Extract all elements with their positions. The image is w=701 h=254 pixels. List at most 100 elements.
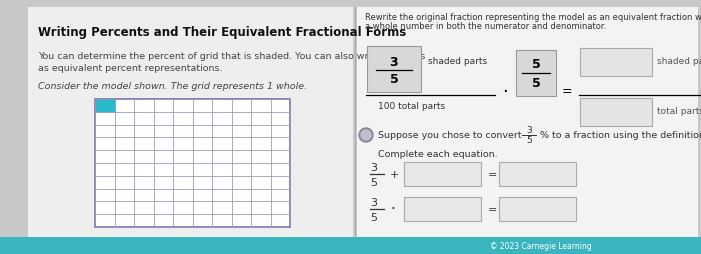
Bar — [271, 163, 290, 176]
Bar — [271, 125, 290, 138]
Bar — [251, 163, 271, 176]
Bar — [271, 112, 290, 125]
Text: ·: · — [502, 83, 508, 101]
Text: 100 total parts: 100 total parts — [378, 102, 445, 110]
Text: total parts: total parts — [657, 107, 701, 116]
Bar — [173, 125, 193, 138]
Bar — [114, 125, 134, 138]
Bar — [193, 189, 212, 202]
Bar — [0, 237, 701, 254]
Bar — [154, 176, 173, 189]
Bar — [251, 176, 271, 189]
Bar — [231, 138, 251, 151]
Text: 5: 5 — [370, 212, 377, 222]
Text: 3: 3 — [390, 55, 398, 68]
FancyBboxPatch shape — [499, 162, 576, 186]
Bar — [231, 176, 251, 189]
Bar — [271, 214, 290, 227]
Bar — [173, 112, 193, 125]
Bar — [173, 202, 193, 214]
Bar — [134, 189, 154, 202]
Bar — [212, 214, 231, 227]
Bar — [251, 112, 271, 125]
Bar — [173, 189, 193, 202]
Bar — [212, 163, 231, 176]
Circle shape — [359, 129, 373, 142]
Text: shaded parts: shaded parts — [657, 57, 701, 66]
Bar — [114, 151, 134, 163]
Bar — [173, 138, 193, 151]
FancyBboxPatch shape — [404, 162, 481, 186]
Bar — [114, 202, 134, 214]
Bar — [95, 138, 114, 151]
Text: =: = — [562, 85, 572, 98]
Text: Complete each equation.: Complete each equation. — [378, 149, 498, 158]
Bar — [95, 100, 114, 112]
Bar — [95, 176, 114, 189]
Bar — [231, 151, 251, 163]
Bar — [95, 163, 114, 176]
Bar — [134, 151, 154, 163]
FancyBboxPatch shape — [516, 51, 556, 97]
Bar — [193, 176, 212, 189]
FancyBboxPatch shape — [580, 49, 652, 77]
Bar — [193, 100, 212, 112]
Text: Suppose you chose to convert: Suppose you chose to convert — [378, 131, 524, 140]
Bar — [271, 176, 290, 189]
Bar — [114, 100, 134, 112]
Bar — [271, 151, 290, 163]
Bar — [173, 100, 193, 112]
Text: © 2023 Carnegie Learning: © 2023 Carnegie Learning — [490, 242, 592, 250]
Text: 5: 5 — [526, 136, 532, 145]
Bar — [95, 112, 114, 125]
Text: 3: 3 — [370, 162, 377, 172]
Bar — [95, 202, 114, 214]
Bar — [134, 112, 154, 125]
Bar — [154, 125, 173, 138]
FancyBboxPatch shape — [404, 197, 481, 221]
Text: 5: 5 — [370, 177, 377, 187]
Text: Rewrite the original fraction representing the model as an equivalent fraction w: Rewrite the original fraction representi… — [365, 13, 701, 22]
Text: 5: 5 — [390, 73, 398, 86]
Bar — [114, 112, 134, 125]
Circle shape — [361, 131, 371, 140]
Bar — [251, 151, 271, 163]
Bar — [251, 202, 271, 214]
Text: Consider the model shown. The grid represents 1 whole.: Consider the model shown. The grid repre… — [38, 82, 307, 91]
FancyBboxPatch shape — [580, 99, 652, 126]
Bar — [231, 125, 251, 138]
Bar — [271, 100, 290, 112]
Text: =: = — [488, 169, 498, 179]
Bar — [212, 151, 231, 163]
Bar — [193, 202, 212, 214]
Bar — [231, 163, 251, 176]
Bar — [212, 176, 231, 189]
Bar — [251, 138, 271, 151]
Bar — [193, 112, 212, 125]
Bar — [134, 163, 154, 176]
Text: as equivalent percent representations.: as equivalent percent representations. — [38, 64, 222, 73]
Bar — [114, 163, 134, 176]
Text: 3: 3 — [370, 197, 377, 207]
Bar — [231, 189, 251, 202]
Bar — [231, 214, 251, 227]
Bar — [193, 125, 212, 138]
Text: shaded parts: shaded parts — [428, 57, 487, 66]
Bar — [154, 189, 173, 202]
Text: +: + — [390, 169, 400, 179]
Bar — [271, 138, 290, 151]
Bar — [95, 100, 290, 227]
Bar — [251, 189, 271, 202]
Bar — [114, 138, 134, 151]
FancyBboxPatch shape — [499, 197, 576, 221]
Bar — [193, 138, 212, 151]
Bar — [114, 189, 134, 202]
Text: You can determine the percent of grid that is shaded. You can also write fractio: You can determine the percent of grid th… — [38, 52, 426, 61]
Bar — [95, 214, 114, 227]
Bar — [212, 112, 231, 125]
Text: 5: 5 — [531, 77, 540, 90]
Bar — [134, 125, 154, 138]
Bar — [154, 214, 173, 227]
Bar — [114, 176, 134, 189]
Bar — [173, 176, 193, 189]
